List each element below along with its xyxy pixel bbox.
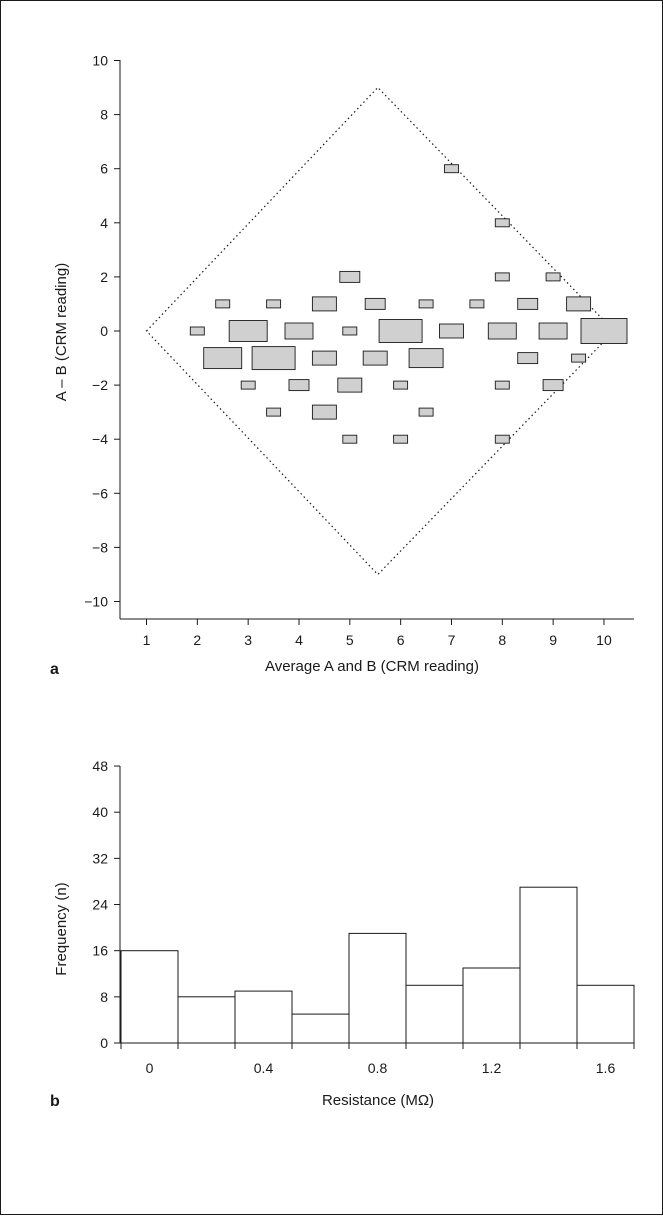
data-point	[408, 348, 444, 369]
data-point	[311, 404, 337, 420]
data-point	[362, 350, 388, 366]
bland-altman-chart: 10 8 6 4 2 0 −2 −4 −6 −8 −10 1 2 3 4 5 6 7 8 9 10 Average A …	[50, 53, 634, 678]
data-point	[342, 434, 358, 444]
y-tick-label: 10	[92, 53, 108, 69]
histogram-bar	[462, 967, 521, 1044]
data-point	[517, 352, 539, 365]
y-tick-label: 40	[92, 804, 108, 820]
data-points	[189, 164, 628, 444]
data-point	[364, 297, 386, 310]
y-tick-label: −8	[92, 539, 108, 555]
data-point	[203, 347, 243, 370]
panel-label-b: b	[50, 1093, 60, 1110]
x-tick-label: 2	[193, 632, 201, 648]
x-tick-label: 9	[549, 632, 557, 648]
data-point	[215, 299, 231, 309]
histogram-bar	[405, 984, 464, 1044]
y-tick-label: 0	[100, 1035, 108, 1051]
y-tick-label: 0	[100, 323, 108, 339]
data-point	[494, 380, 510, 390]
x-tick-label: 0.4	[254, 1060, 274, 1076]
x-tick-label: 7	[448, 632, 456, 648]
data-point	[538, 322, 568, 340]
y-tick-label: 8	[100, 107, 108, 123]
data-point	[542, 379, 564, 392]
y-tick-label: −4	[92, 431, 108, 447]
histogram-bar	[120, 950, 179, 1044]
data-point	[284, 322, 314, 340]
y-axis-label: A – B (CRM reading)	[53, 263, 70, 401]
data-point	[517, 297, 539, 310]
data-point	[494, 272, 510, 282]
panel-label-a: a	[50, 661, 59, 678]
data-point	[580, 318, 628, 344]
histogram-bar	[576, 984, 635, 1044]
histogram-bar	[348, 932, 407, 1044]
data-point	[545, 272, 561, 282]
y-tick-label: 2	[100, 269, 108, 285]
y-tick-label: 16	[92, 943, 108, 959]
data-point	[444, 164, 459, 174]
y-tick-label: 4	[100, 215, 108, 231]
y-tick-label: 24	[92, 897, 108, 913]
x-tick-label: 1.6	[596, 1060, 616, 1076]
histogram-bar	[291, 1013, 350, 1044]
y-tick-label: −6	[92, 485, 108, 501]
y-tick-label: −2	[92, 377, 108, 393]
x-tick-label: 0.8	[368, 1060, 388, 1076]
resistance-histogram: 0 8 16 24 32 40 48 0 0.4 0.8 1.2 1.6 Resistance (MΩ…	[50, 758, 635, 1110]
data-point	[337, 377, 363, 393]
y-axis-label: Frequency (n)	[53, 882, 70, 975]
data-point	[288, 379, 310, 392]
axes: 10 8 6 4 2 0 −2 −4 −6 −8 −10 1 2 3 4 5 6 7 8 9 10	[84, 53, 634, 648]
data-point	[439, 323, 464, 339]
histogram-bar	[234, 990, 293, 1044]
data-point	[494, 218, 510, 228]
data-point	[240, 380, 256, 390]
y-tick-label: 6	[100, 161, 108, 177]
x-tick-label: 10	[596, 632, 612, 648]
data-point	[189, 326, 205, 336]
x-axis-label: Resistance (MΩ)	[322, 1092, 434, 1109]
x-tick-label: 6	[397, 632, 405, 648]
data-point	[311, 296, 337, 312]
x-tick-label: 1	[143, 632, 151, 648]
data-point	[311, 350, 337, 366]
histogram-bar	[177, 996, 236, 1044]
x-axis-label: Average A and B (CRM reading)	[265, 658, 479, 675]
data-point	[418, 407, 434, 417]
y-tick-label: −10	[84, 594, 108, 610]
x-tick-label: 3	[244, 632, 252, 648]
data-point	[571, 353, 587, 363]
x-tick-label: 4	[295, 632, 303, 648]
x-tick-label: 5	[346, 632, 354, 648]
data-point	[494, 434, 510, 444]
data-point	[393, 434, 409, 444]
data-point	[469, 299, 485, 309]
x-tick-label: 1.2	[482, 1060, 502, 1076]
data-point	[487, 322, 517, 340]
y-tick-label: 48	[92, 758, 108, 774]
data-point	[228, 320, 268, 342]
data-point	[378, 319, 423, 343]
data-point	[566, 296, 592, 312]
y-tick-label: 32	[92, 850, 108, 866]
axes: 0 8 16 24 32 40 48 0 0.4 0.8 1.2 1.6	[92, 758, 635, 1076]
histogram-bars	[120, 886, 635, 1044]
data-point	[418, 299, 434, 309]
x-tick-label: 8	[498, 632, 506, 648]
histogram-bar	[519, 886, 578, 1044]
data-point	[339, 270, 361, 283]
data-point	[251, 346, 296, 371]
data-point	[266, 407, 282, 417]
x-tick-label: 0	[146, 1060, 154, 1076]
data-point	[393, 380, 409, 390]
data-point	[342, 326, 358, 336]
y-tick-label: 8	[100, 989, 108, 1005]
data-point	[266, 299, 282, 309]
